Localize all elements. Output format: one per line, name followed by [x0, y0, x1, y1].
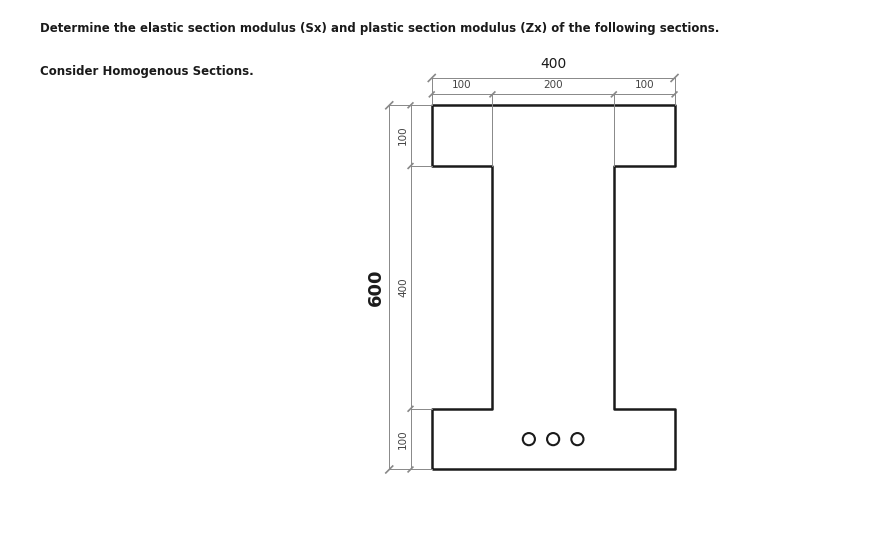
Text: 100: 100 — [398, 430, 408, 449]
Text: Consider Homogenous Sections.: Consider Homogenous Sections. — [39, 65, 253, 78]
Circle shape — [571, 433, 583, 445]
Text: 600: 600 — [367, 269, 384, 306]
Text: 100: 100 — [398, 126, 408, 146]
Text: 100: 100 — [634, 80, 653, 89]
Text: 200: 200 — [543, 80, 562, 89]
Text: 100: 100 — [452, 80, 471, 89]
Circle shape — [522, 433, 534, 445]
Text: Determine the elastic section modulus (Sx) and plastic section modulus (Zx) of t: Determine the elastic section modulus (S… — [39, 22, 718, 35]
Text: 400: 400 — [398, 278, 408, 297]
Text: 400: 400 — [539, 57, 566, 71]
Circle shape — [546, 433, 559, 445]
